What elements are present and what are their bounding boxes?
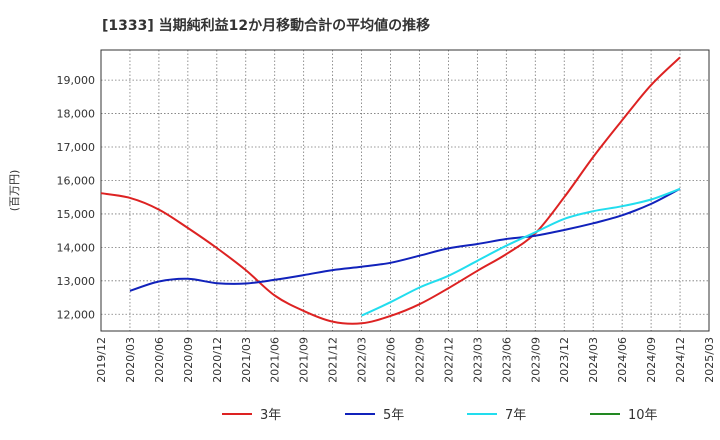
- y-tick-label: 16,000: [57, 174, 96, 187]
- series-line-2: [129, 187, 681, 292]
- chart-title: [1333] 当期純利益12か月移動合計の平均値の推移: [102, 17, 430, 34]
- x-tick-label: 2020/06: [153, 337, 166, 383]
- y-tick-label: 13,000: [57, 275, 96, 288]
- x-tick-label: 2024/03: [587, 337, 600, 383]
- x-tick-label: 2022/12: [442, 337, 455, 383]
- legend-label: 7年: [505, 408, 526, 423]
- y-tick-label: 18,000: [57, 108, 96, 121]
- x-tick-label: 2019/12: [95, 337, 108, 383]
- x-tick-label: 2021/06: [269, 337, 282, 383]
- x-tick-label: 2024/09: [645, 337, 658, 383]
- series-lines: [100, 56, 681, 325]
- x-tick-label: 2021/03: [240, 337, 253, 383]
- legend-label: 5年: [383, 408, 404, 423]
- legend: 3年 5年 7年 10年: [222, 408, 658, 423]
- x-tick-label: 2023/03: [471, 337, 484, 383]
- y-axis-label: (百万円): [8, 170, 21, 212]
- legend-label: 3年: [260, 408, 281, 423]
- x-tick-label: 2024/12: [674, 337, 687, 383]
- x-tick-label: 2023/12: [558, 337, 571, 383]
- plot-background: [101, 50, 709, 331]
- x-tick-label: 2025/03: [703, 337, 716, 383]
- y-tick-label: 17,000: [57, 141, 96, 154]
- x-tick-label: 2024/06: [616, 337, 629, 383]
- y-tick-label: 12,000: [57, 308, 96, 321]
- x-tick-label: 2020/03: [124, 337, 137, 383]
- plot-frame: [100, 49, 710, 332]
- x-tick-label: 2022/03: [356, 337, 369, 383]
- x-tick-label: 2020/12: [211, 337, 224, 383]
- x-axis-ticks: 2019/12 2020/03 2020/06 2020/09 2020/12 2021/…: [95, 337, 716, 383]
- grid: [100, 50, 710, 331]
- series-line-1: [100, 56, 681, 325]
- x-tick-label: 2021/09: [298, 337, 311, 383]
- legend-label: 10年: [628, 408, 658, 423]
- y-axis-ticks: 12,000 13,000 14,000 15,000 16,000 17,000 18,0…: [57, 74, 96, 321]
- series-line-3: [361, 187, 681, 317]
- y-tick-label: 19,000: [57, 74, 96, 87]
- y-tick-label: 14,000: [57, 241, 96, 254]
- y-tick-label: 15,000: [57, 208, 96, 221]
- x-tick-label: 2020/09: [182, 337, 195, 383]
- x-tick-label: 2021/12: [327, 337, 340, 383]
- x-tick-label: 2022/06: [385, 337, 398, 383]
- x-tick-label: 2022/09: [413, 337, 426, 383]
- x-tick-label: 2023/09: [529, 337, 542, 383]
- x-tick-label: 2023/06: [500, 337, 513, 383]
